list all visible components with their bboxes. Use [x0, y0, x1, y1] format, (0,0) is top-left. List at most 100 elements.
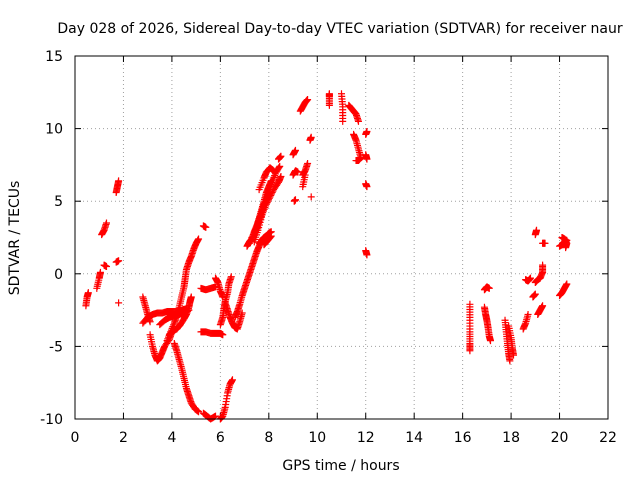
data-point — [541, 239, 549, 247]
data-point — [187, 293, 195, 301]
data-point — [277, 152, 285, 160]
data-point — [202, 223, 210, 231]
data-point — [301, 171, 309, 179]
data-point — [531, 290, 539, 298]
series-arc-41 — [338, 90, 347, 125]
series-arc-13 — [170, 339, 203, 416]
data-point — [291, 196, 299, 204]
series-arc-12 — [163, 235, 203, 345]
y-tick-label: 10 — [45, 122, 63, 138]
series-arc-54 — [522, 274, 534, 285]
data-point — [363, 128, 371, 136]
x-tick-label: 8 — [264, 430, 273, 446]
series-arc-56 — [531, 226, 541, 239]
series-arc-22 — [221, 299, 246, 333]
data-point — [510, 351, 518, 359]
data-point — [486, 337, 494, 345]
series-arc-33 — [299, 159, 312, 179]
y-tick-labels: -10 -5 0 5 10 15 — [40, 49, 63, 428]
series-arc-7 — [115, 299, 123, 307]
x-tick-label: 20 — [551, 430, 569, 446]
data-point — [363, 155, 371, 163]
data-point — [307, 193, 315, 201]
y-tick-label: 5 — [54, 194, 63, 210]
series-arc-43 — [350, 130, 365, 165]
data-point — [307, 133, 315, 141]
series-arc-18 — [199, 409, 220, 423]
x-tick-label: 2 — [119, 430, 128, 446]
data-point — [96, 268, 104, 276]
data-point — [506, 357, 514, 365]
data-point — [115, 257, 123, 265]
series-arc-50 — [480, 303, 494, 345]
data-point — [363, 251, 371, 259]
series-arc-15 — [199, 222, 210, 231]
series-arc-3 — [98, 219, 110, 239]
data-point — [524, 310, 532, 318]
series-arc-29 — [260, 232, 275, 249]
series-arc-31 — [275, 152, 285, 163]
series-arc-42 — [345, 101, 362, 125]
data-point — [115, 299, 123, 307]
plot-frame — [74, 55, 609, 420]
data-point — [219, 331, 227, 339]
series-arc-5 — [112, 177, 123, 196]
x-tick-label: 6 — [216, 430, 225, 446]
data-point — [526, 274, 534, 282]
y-tick-label: 0 — [54, 267, 63, 283]
series-arc-1 — [82, 289, 92, 310]
y-axis-label: SDTVAR / TECUs — [7, 181, 23, 296]
series-arc-52 — [505, 322, 518, 359]
data-point — [277, 173, 285, 181]
x-tick-label: 22 — [599, 430, 617, 446]
data-point — [275, 164, 283, 172]
series-arc-46 — [362, 180, 371, 191]
data-point — [325, 101, 333, 109]
series-arc-14 — [165, 293, 195, 339]
series-arc-59 — [539, 239, 549, 247]
series-arc-27 — [250, 162, 284, 246]
x-tick-label: 0 — [71, 430, 80, 446]
series-arc-60 — [556, 280, 571, 300]
series-arc-37 — [306, 133, 315, 144]
y-tick-label: -10 — [40, 412, 63, 428]
x-tick-label: 18 — [502, 430, 520, 446]
data-point — [304, 159, 312, 167]
series-arc-35 — [290, 196, 299, 205]
data-point — [84, 289, 92, 297]
x-axis-label: GPS time / hours — [282, 458, 399, 474]
chart-title: Day 028 of 2026, Sidereal Day-to-day VTE… — [57, 21, 623, 37]
series-arc-57 — [531, 261, 547, 287]
data-point — [363, 183, 371, 191]
data-point — [227, 273, 235, 281]
series-arc-45 — [362, 151, 371, 163]
series-arc-61 — [556, 234, 571, 252]
data-point — [485, 284, 493, 292]
data-point — [212, 412, 220, 420]
y-tick-label: -5 — [49, 339, 63, 355]
series-arc-2 — [93, 268, 104, 292]
series-arc-40 — [325, 90, 333, 109]
series-arc-44 — [362, 128, 371, 138]
data-point — [304, 96, 312, 104]
series-arc-6 — [112, 257, 123, 266]
series-arc-55 — [529, 290, 539, 301]
data-point — [354, 117, 362, 125]
data-point — [563, 280, 571, 288]
series-arc-49 — [480, 283, 493, 294]
series-arc-53 — [519, 310, 532, 333]
data-point — [533, 226, 541, 234]
data-point — [466, 347, 474, 355]
data-point — [195, 235, 203, 243]
data-point — [562, 244, 570, 252]
x-tick-label: 16 — [454, 430, 472, 446]
series-arc-39 — [299, 171, 309, 191]
series-arc-32 — [289, 167, 302, 179]
x-tick-labels: 0 2 4 6 8 10 12 14 16 18 20 22 — [71, 430, 617, 446]
series-arc-19 — [216, 376, 236, 423]
series-arc-36 — [296, 96, 312, 115]
data-point — [270, 167, 278, 175]
data-point — [102, 263, 110, 271]
